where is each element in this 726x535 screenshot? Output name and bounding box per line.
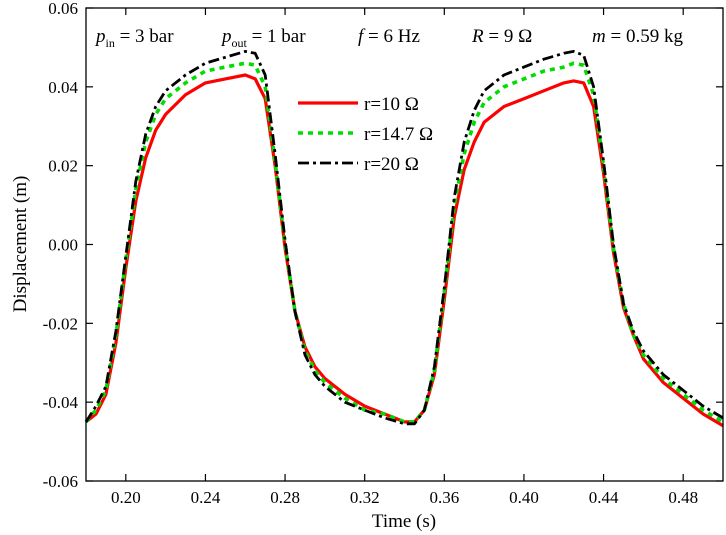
x-tick-label: 0.36 [429,488,459,507]
annotation-subscript: out [232,36,248,50]
annotation-value: = 1 bar [247,26,306,47]
annotation-value: = 6 Hz [363,26,420,47]
y-tick-label: 0.04 [48,78,78,97]
annotation-resistance: R = 9 Ω [471,26,532,47]
annotation-symbol: m [592,26,606,47]
x-axis-title: Time (s) [372,511,436,532]
annotation-mass: m = 0.59 kg [592,26,683,47]
annotation-symbol: R [471,26,484,47]
annotation-p_out: pout = 1 bar [220,26,306,50]
y-tick-label: -0.04 [43,393,79,412]
x-tick-label: 0.40 [509,488,539,507]
series-layer [84,50,724,428]
y-tick-label: -0.02 [43,314,78,333]
y-tick-label: -0.06 [43,472,78,491]
annotation-p_in: pin = 3 bar [94,26,174,50]
annotation-symbol: p [220,26,232,47]
x-tick-label: 0.20 [111,488,141,507]
annotation-frequency: f = 6 Hz [358,26,420,47]
tick-layer: 0.20 0.24 0.28 0.32 0.36 0.40 0.44 0.48 -0.06 -0.… [43,0,723,507]
x-tick-label: 0.44 [589,488,619,507]
x-tick-label: 0.48 [668,488,698,507]
y-tick-label: 0.00 [48,236,78,255]
y-axis-title: Displacement (m) [10,176,31,313]
legend-label-1: r=10 Ω [364,94,419,115]
x-tick-label: 0.28 [270,488,300,507]
annotation-symbol: f [358,26,366,47]
y-tick-label: 0.02 [48,157,78,176]
legend: r=10 Ω r=14.7 Ω r=20 Ω [298,94,433,175]
annotation-value: = 3 bar [115,26,174,47]
annotation-value: = 9 Ω [484,26,533,47]
annotation-symbol: p [94,26,106,47]
series-line-1 [85,73,724,428]
legend-label-3: r=20 Ω [364,154,419,175]
legend-label-2: r=14.7 Ω [364,124,433,145]
x-tick-label: 0.32 [350,488,380,507]
annotation-subscript: in [106,36,115,50]
annotation-value: = 0.59 kg [606,26,684,47]
x-tick-label: 0.24 [191,488,221,507]
y-tick-label: 0.06 [48,0,78,18]
